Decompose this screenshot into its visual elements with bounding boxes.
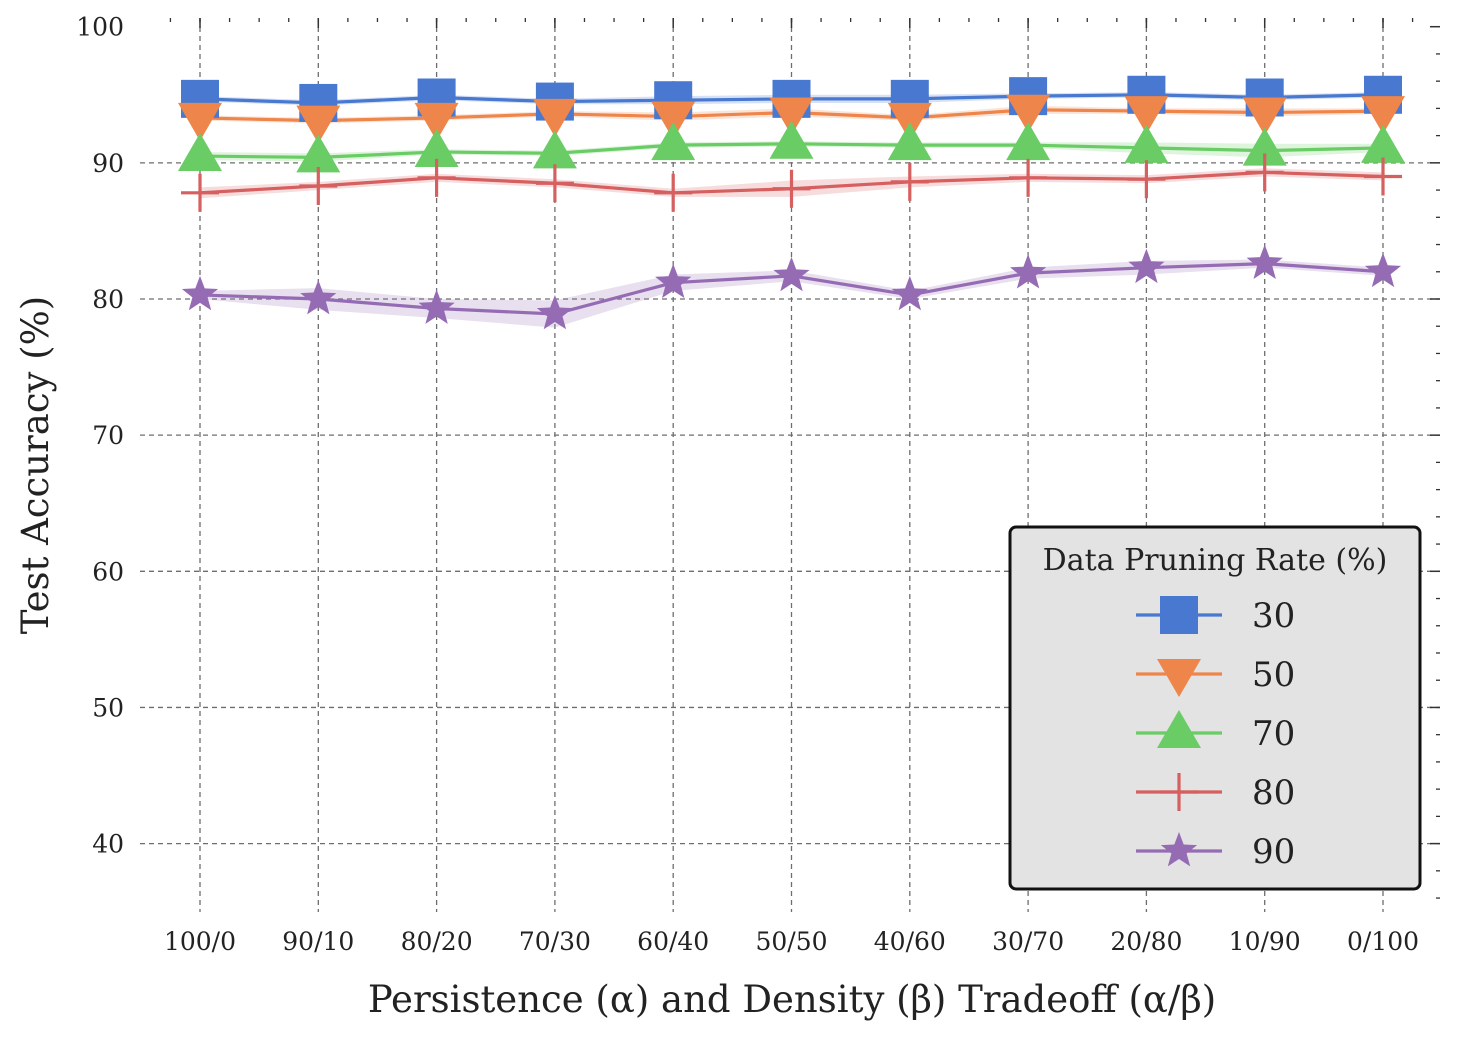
- y-tick-label: 80: [92, 285, 124, 314]
- series-markers: [178, 75, 1405, 330]
- series-90-point: [418, 289, 455, 324]
- series-80-point: [535, 164, 574, 203]
- legend-frame: [1008, 525, 1422, 891]
- series-70-point: [1124, 124, 1169, 163]
- x-tick-label: 10/90: [1229, 927, 1301, 956]
- x-tick-label: 60/40: [637, 927, 709, 956]
- x-tick-label: 0/100: [1347, 927, 1419, 956]
- x-tick-label: 70/30: [519, 927, 591, 956]
- y-tick-label: 70: [92, 421, 124, 450]
- series-70-point: [414, 128, 459, 167]
- series-50-point: [414, 102, 459, 141]
- legend-marker-70: [1157, 710, 1201, 748]
- series-50-point: [296, 105, 341, 144]
- series-90-point: [536, 295, 573, 330]
- y-tick-label: 50: [92, 693, 124, 722]
- legend: Data Pruning Rate (%) 30 50 70 80 90: [1008, 525, 1422, 891]
- series-80-point: [772, 169, 811, 208]
- series-50-point: [178, 102, 222, 141]
- series-90-point: [655, 263, 692, 298]
- legend-title: Data Pruning Rate (%): [1043, 543, 1388, 578]
- series-80-point: [1245, 153, 1284, 192]
- series-90-point: [300, 280, 337, 315]
- x-tick-label: 20/80: [1110, 927, 1182, 956]
- series-50-point: [1361, 96, 1405, 135]
- series-50-point: [769, 97, 814, 136]
- y-tick-label: 60: [92, 557, 124, 586]
- x-tick-label: 80/20: [401, 927, 473, 956]
- series-80-point: [654, 173, 693, 212]
- legend-items: 30 50 70 80 90: [1136, 596, 1295, 872]
- x-tick-label: 90/10: [282, 927, 354, 956]
- x-tick-label: 40/60: [874, 927, 946, 956]
- series-90-point: [1246, 244, 1283, 279]
- legend-label-30: 30: [1252, 596, 1295, 636]
- series-50-point: [532, 98, 577, 137]
- series-50-point: [887, 102, 932, 141]
- series-50-point: [1006, 94, 1051, 133]
- series-50-point: [1124, 96, 1169, 135]
- series-90-point: [1128, 248, 1165, 284]
- series-90-point: [891, 275, 928, 311]
- legend-label-50: 50: [1252, 655, 1295, 695]
- series-70-point: [651, 122, 696, 161]
- axis-ticks: [169, 18, 1440, 899]
- series-90-point: [1364, 252, 1402, 288]
- y-tick-label: 90: [92, 149, 124, 178]
- series-80-point: [299, 166, 338, 205]
- series-80-point: [1127, 160, 1166, 199]
- series-90-point: [773, 256, 810, 292]
- series-70-point: [296, 134, 341, 173]
- y-axis-title: Test Accuracy (%): [14, 296, 57, 634]
- y-tick-labels: 40 50 60 70 80 90 100: [76, 13, 124, 859]
- y-tick-label: 100: [76, 13, 124, 42]
- x-axis-title: Persistence (α) and Density (β) Tradeoff…: [368, 978, 1216, 1021]
- series-70-point: [769, 120, 814, 159]
- series-70-point: [1006, 122, 1051, 161]
- legend-marker-90: [1160, 832, 1198, 867]
- legend-marker-80: [1160, 773, 1198, 811]
- series-80-point: [1009, 158, 1048, 197]
- legend-marker-30: [1160, 596, 1198, 634]
- x-tick-label: 30/70: [992, 927, 1064, 956]
- series-70-point: [532, 130, 577, 169]
- x-tick-labels: 100/0 90/10 80/20 70/30 60/40 50/50 40/60 30/70…: [164, 927, 1419, 956]
- series-80-point: [1364, 157, 1402, 196]
- y-tick-label: 40: [92, 830, 124, 859]
- x-tick-label: 100/0: [164, 927, 236, 956]
- x-tick-label: 50/50: [755, 927, 827, 956]
- series-50-point: [1242, 97, 1287, 136]
- series-80-point: [417, 158, 456, 197]
- series-80-point: [890, 162, 929, 201]
- legend-label-90: 90: [1252, 832, 1295, 872]
- series-90-point: [181, 275, 219, 311]
- series-70-point: [1361, 124, 1405, 163]
- series-80-point: [181, 173, 219, 212]
- series-70-point: [178, 133, 222, 172]
- series-70-point: [887, 122, 932, 161]
- series-90-point: [1010, 254, 1047, 289]
- series-70-point: [1242, 127, 1287, 166]
- legend-label-70: 70: [1252, 714, 1295, 754]
- series-50-point: [651, 101, 696, 140]
- legend-label-80: 80: [1252, 773, 1295, 813]
- legend-marker-50: [1157, 659, 1201, 697]
